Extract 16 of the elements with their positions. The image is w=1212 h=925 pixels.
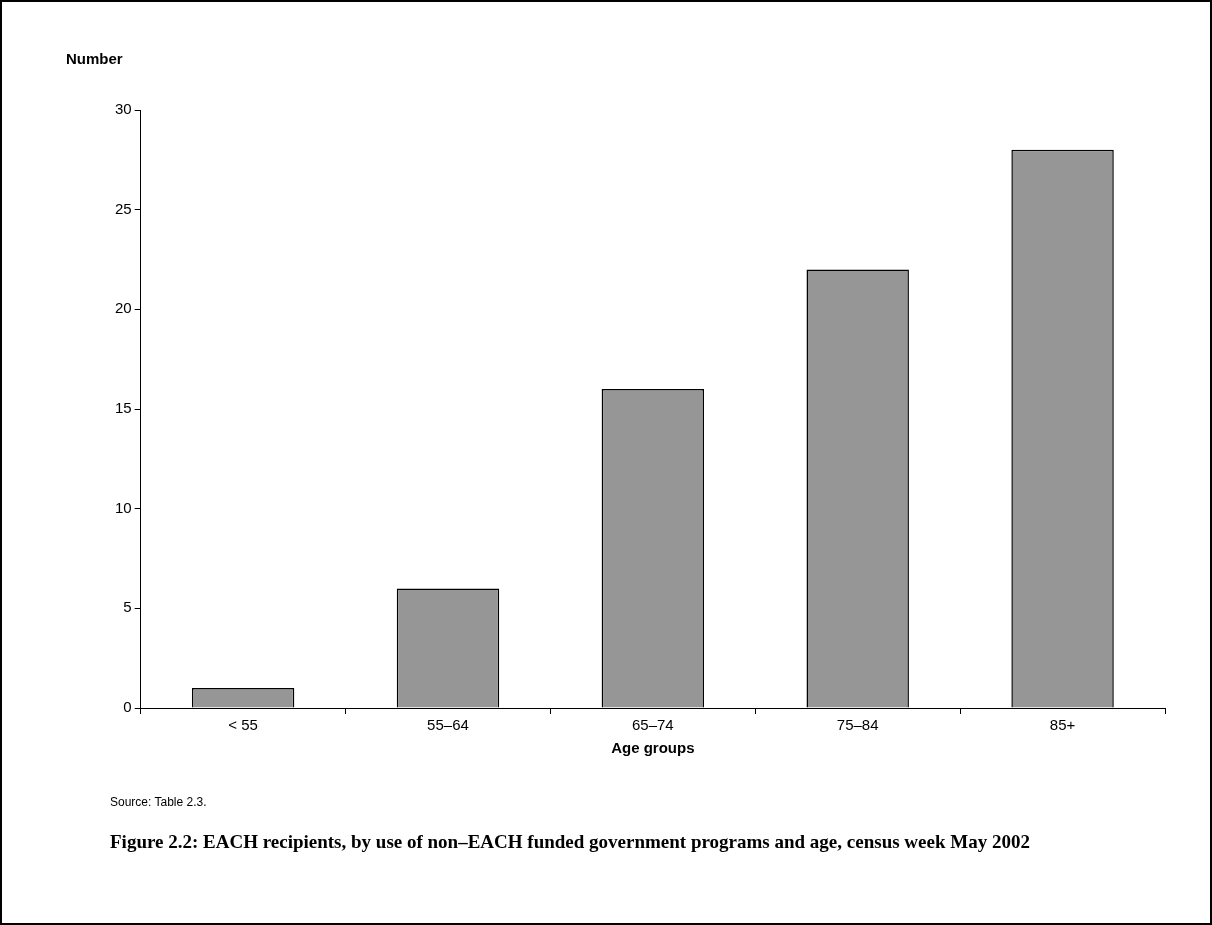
y-tick-label: 0 (123, 698, 132, 716)
y-tick-label: 10 (115, 498, 132, 516)
x-tick-label: < 55 (228, 716, 258, 734)
x-axis-title: Age groups (611, 739, 695, 757)
y-axis-title: Number (66, 50, 123, 67)
x-tick-label: 75–84 (836, 716, 879, 734)
x-tick-label: 65–74 (631, 716, 674, 734)
x-tick-label: 85+ (1049, 716, 1076, 734)
y-tick-label: 15 (115, 399, 132, 417)
source-note: Source: Table 2.3. (110, 795, 207, 809)
y-tick-label: 5 (123, 598, 132, 616)
y-tick-label: 30 (115, 100, 132, 118)
y-tick-label: 25 (115, 199, 132, 217)
text: Figure 2.2: EACH recipients, by use of non–EACH funded government programs and age, census week May 2002 (110, 830, 1031, 854)
y-tick-label: 20 (115, 299, 132, 317)
x-tick-label: 55–64 (427, 716, 469, 734)
